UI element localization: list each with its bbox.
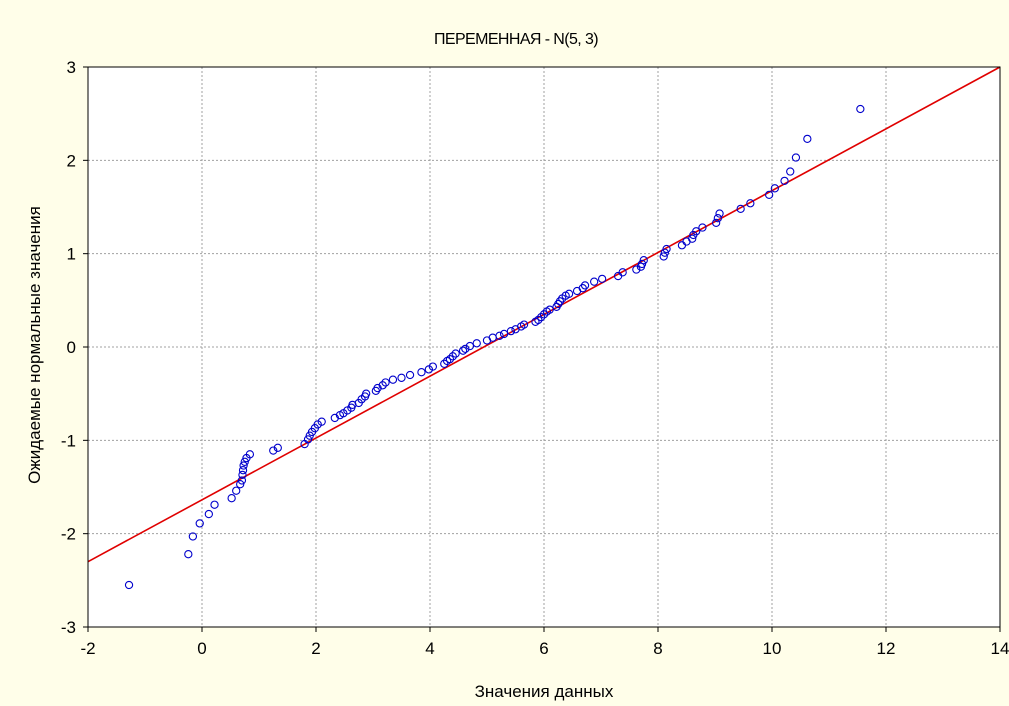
data-point	[405, 370, 415, 380]
data-point	[388, 375, 398, 384]
data-point	[397, 373, 406, 382]
data-point	[417, 368, 426, 377]
x-tick-label: 2	[311, 639, 320, 658]
data-point	[765, 190, 774, 200]
data-point	[317, 417, 326, 426]
data-point	[534, 315, 543, 325]
data-point	[662, 244, 671, 254]
data-point	[597, 274, 607, 284]
data-point	[539, 310, 549, 319]
data-point	[659, 252, 668, 261]
x-axis-title: Значения данных	[475, 682, 614, 701]
data-point	[238, 470, 247, 480]
x-tick-label: 12	[877, 639, 896, 658]
data-point	[273, 443, 282, 452]
data-point	[428, 362, 437, 371]
x-tick-labels: -2 0 2 4 6 8 10 12 14	[80, 627, 1009, 658]
grid-lines	[88, 67, 1000, 627]
data-point	[303, 435, 313, 444]
data-point	[618, 268, 627, 277]
data-point	[362, 389, 371, 398]
y-tick-label: -2	[61, 525, 76, 544]
data-point	[632, 265, 641, 274]
data-point	[537, 312, 546, 322]
data-point	[715, 209, 724, 218]
x-tick-label: 6	[539, 639, 548, 658]
y-tick-label: -1	[61, 431, 76, 450]
y-tick-label: -3	[61, 618, 76, 637]
data-point	[232, 486, 241, 495]
x-tick-label: 4	[425, 639, 434, 658]
data-point	[590, 277, 599, 286]
data-point	[711, 218, 721, 228]
data-point	[746, 199, 755, 208]
data-point	[736, 204, 745, 214]
data-point	[124, 580, 134, 590]
data-point	[461, 344, 470, 354]
data-point	[227, 494, 236, 503]
data-point	[545, 305, 554, 314]
data-point	[240, 457, 249, 466]
y-tick-labels: -3 -2 -1 0 1 2 3	[61, 58, 88, 637]
data-point	[237, 476, 247, 485]
data-point	[519, 320, 529, 329]
y-tick-label: 3	[67, 58, 76, 77]
data-point	[506, 326, 516, 336]
chart-title: ПЕРЕМЕННАЯ - N(5, 3)	[434, 31, 598, 48]
data-point	[499, 329, 509, 339]
y-tick-label: 1	[67, 245, 76, 264]
data-point	[555, 297, 565, 306]
x-tick-label: -2	[80, 639, 95, 658]
data-point	[245, 450, 255, 459]
data-point	[791, 153, 801, 162]
data-point	[472, 339, 481, 348]
data-point	[856, 104, 865, 114]
data-point	[688, 234, 697, 243]
data-point	[440, 359, 449, 368]
data-point	[236, 480, 245, 489]
x-tick-label: 8	[653, 639, 662, 658]
data-point	[578, 284, 587, 293]
data-point	[786, 167, 795, 176]
data-point	[184, 550, 193, 559]
data-point	[692, 227, 701, 236]
data-point	[204, 509, 213, 519]
data-point	[660, 248, 669, 257]
x-tick-label: 10	[763, 639, 782, 658]
data-point	[269, 446, 278, 455]
data-point	[195, 519, 204, 528]
y-tick-label: 2	[67, 151, 76, 170]
data-point	[210, 500, 219, 509]
data-point	[780, 176, 789, 186]
y-axis-title: Ожидаемые нормальные значения	[25, 206, 44, 484]
data-points	[124, 104, 865, 590]
data-point	[238, 466, 248, 475]
data-point	[381, 378, 390, 387]
data-point	[698, 223, 707, 232]
data-point	[564, 289, 574, 298]
data-point	[713, 214, 722, 223]
data-point	[448, 352, 457, 361]
data-point	[639, 256, 648, 265]
data-point	[445, 354, 455, 364]
x-tick-label: 0	[197, 639, 206, 658]
data-point	[239, 461, 248, 470]
data-point	[188, 532, 198, 541]
data-point	[580, 281, 590, 290]
y-tick-label: 0	[67, 338, 76, 357]
data-point	[637, 259, 647, 269]
data-point	[451, 349, 460, 358]
data-point	[378, 381, 387, 390]
data-point	[465, 341, 475, 351]
data-point	[495, 331, 504, 340]
data-point	[770, 184, 779, 193]
data-point	[458, 346, 468, 355]
data-point	[803, 134, 812, 144]
x-tick-label: 14	[991, 639, 1009, 658]
